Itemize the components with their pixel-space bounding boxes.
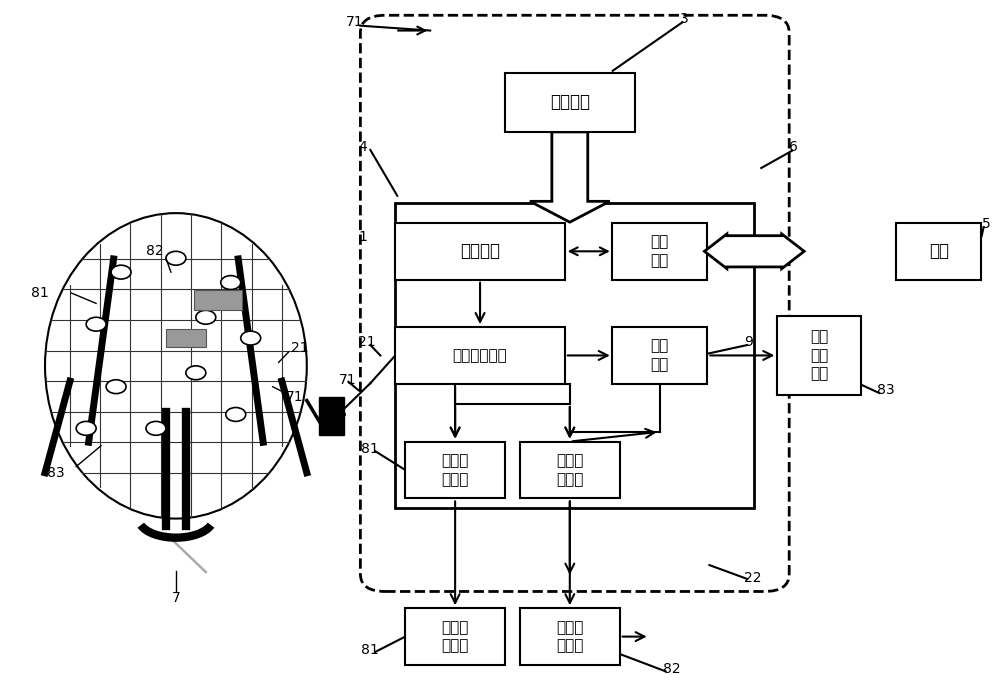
- Circle shape: [186, 366, 206, 380]
- FancyBboxPatch shape: [405, 608, 505, 665]
- Text: 81: 81: [31, 286, 49, 300]
- Text: 终端: 终端: [929, 243, 949, 260]
- FancyBboxPatch shape: [777, 316, 861, 395]
- FancyBboxPatch shape: [612, 223, 707, 279]
- Text: 控制模块: 控制模块: [460, 243, 500, 260]
- Circle shape: [146, 422, 166, 436]
- Circle shape: [166, 252, 186, 265]
- FancyBboxPatch shape: [520, 441, 620, 498]
- Text: 81: 81: [361, 442, 378, 456]
- FancyBboxPatch shape: [395, 203, 754, 508]
- FancyBboxPatch shape: [896, 223, 981, 279]
- FancyBboxPatch shape: [395, 327, 565, 384]
- Text: 21: 21: [358, 335, 376, 348]
- Circle shape: [226, 408, 246, 422]
- Circle shape: [111, 265, 131, 279]
- Circle shape: [241, 331, 261, 345]
- Text: 第一刺
激单元: 第一刺 激单元: [441, 453, 469, 487]
- Polygon shape: [530, 132, 610, 222]
- FancyBboxPatch shape: [405, 441, 505, 498]
- Circle shape: [196, 310, 216, 324]
- Text: 电源模块: 电源模块: [550, 93, 590, 111]
- Circle shape: [86, 317, 106, 331]
- Text: 83: 83: [47, 466, 65, 480]
- Bar: [319, 397, 344, 436]
- Polygon shape: [704, 234, 804, 268]
- FancyBboxPatch shape: [612, 327, 707, 384]
- Text: 6: 6: [789, 140, 798, 154]
- Text: 通信
模块: 通信 模块: [650, 234, 669, 268]
- Text: 7: 7: [172, 592, 180, 606]
- Text: 71: 71: [286, 390, 303, 404]
- FancyBboxPatch shape: [520, 608, 620, 665]
- Ellipse shape: [45, 213, 307, 519]
- Circle shape: [221, 275, 241, 289]
- Text: 波形发生模块: 波形发生模块: [453, 348, 507, 363]
- Text: 81: 81: [361, 643, 378, 657]
- Text: 第三
电极
单元: 第三 电极 单元: [810, 330, 828, 381]
- Text: 第一电
极单元: 第一电 极单元: [441, 620, 469, 653]
- Text: 第二刺
激单元: 第二刺 激单元: [556, 453, 583, 487]
- Bar: [166, 330, 206, 347]
- Text: 第二电
极单元: 第二电 极单元: [556, 620, 583, 653]
- Text: 71: 71: [338, 373, 356, 387]
- Text: 82: 82: [146, 245, 164, 259]
- Text: 3: 3: [680, 12, 688, 26]
- Circle shape: [76, 422, 96, 436]
- Text: 采集
模块: 采集 模块: [650, 339, 669, 372]
- Bar: [194, 290, 242, 309]
- Text: 5: 5: [982, 217, 990, 231]
- FancyBboxPatch shape: [395, 223, 565, 279]
- Text: 71: 71: [345, 15, 363, 29]
- Circle shape: [106, 380, 126, 394]
- Text: 82: 82: [663, 662, 680, 676]
- Text: 1: 1: [358, 231, 367, 245]
- Text: 22: 22: [744, 571, 762, 585]
- Text: 9: 9: [744, 335, 753, 348]
- Text: 4: 4: [358, 140, 367, 154]
- Text: 21: 21: [291, 342, 308, 355]
- Text: 83: 83: [877, 383, 895, 397]
- FancyBboxPatch shape: [505, 72, 635, 132]
